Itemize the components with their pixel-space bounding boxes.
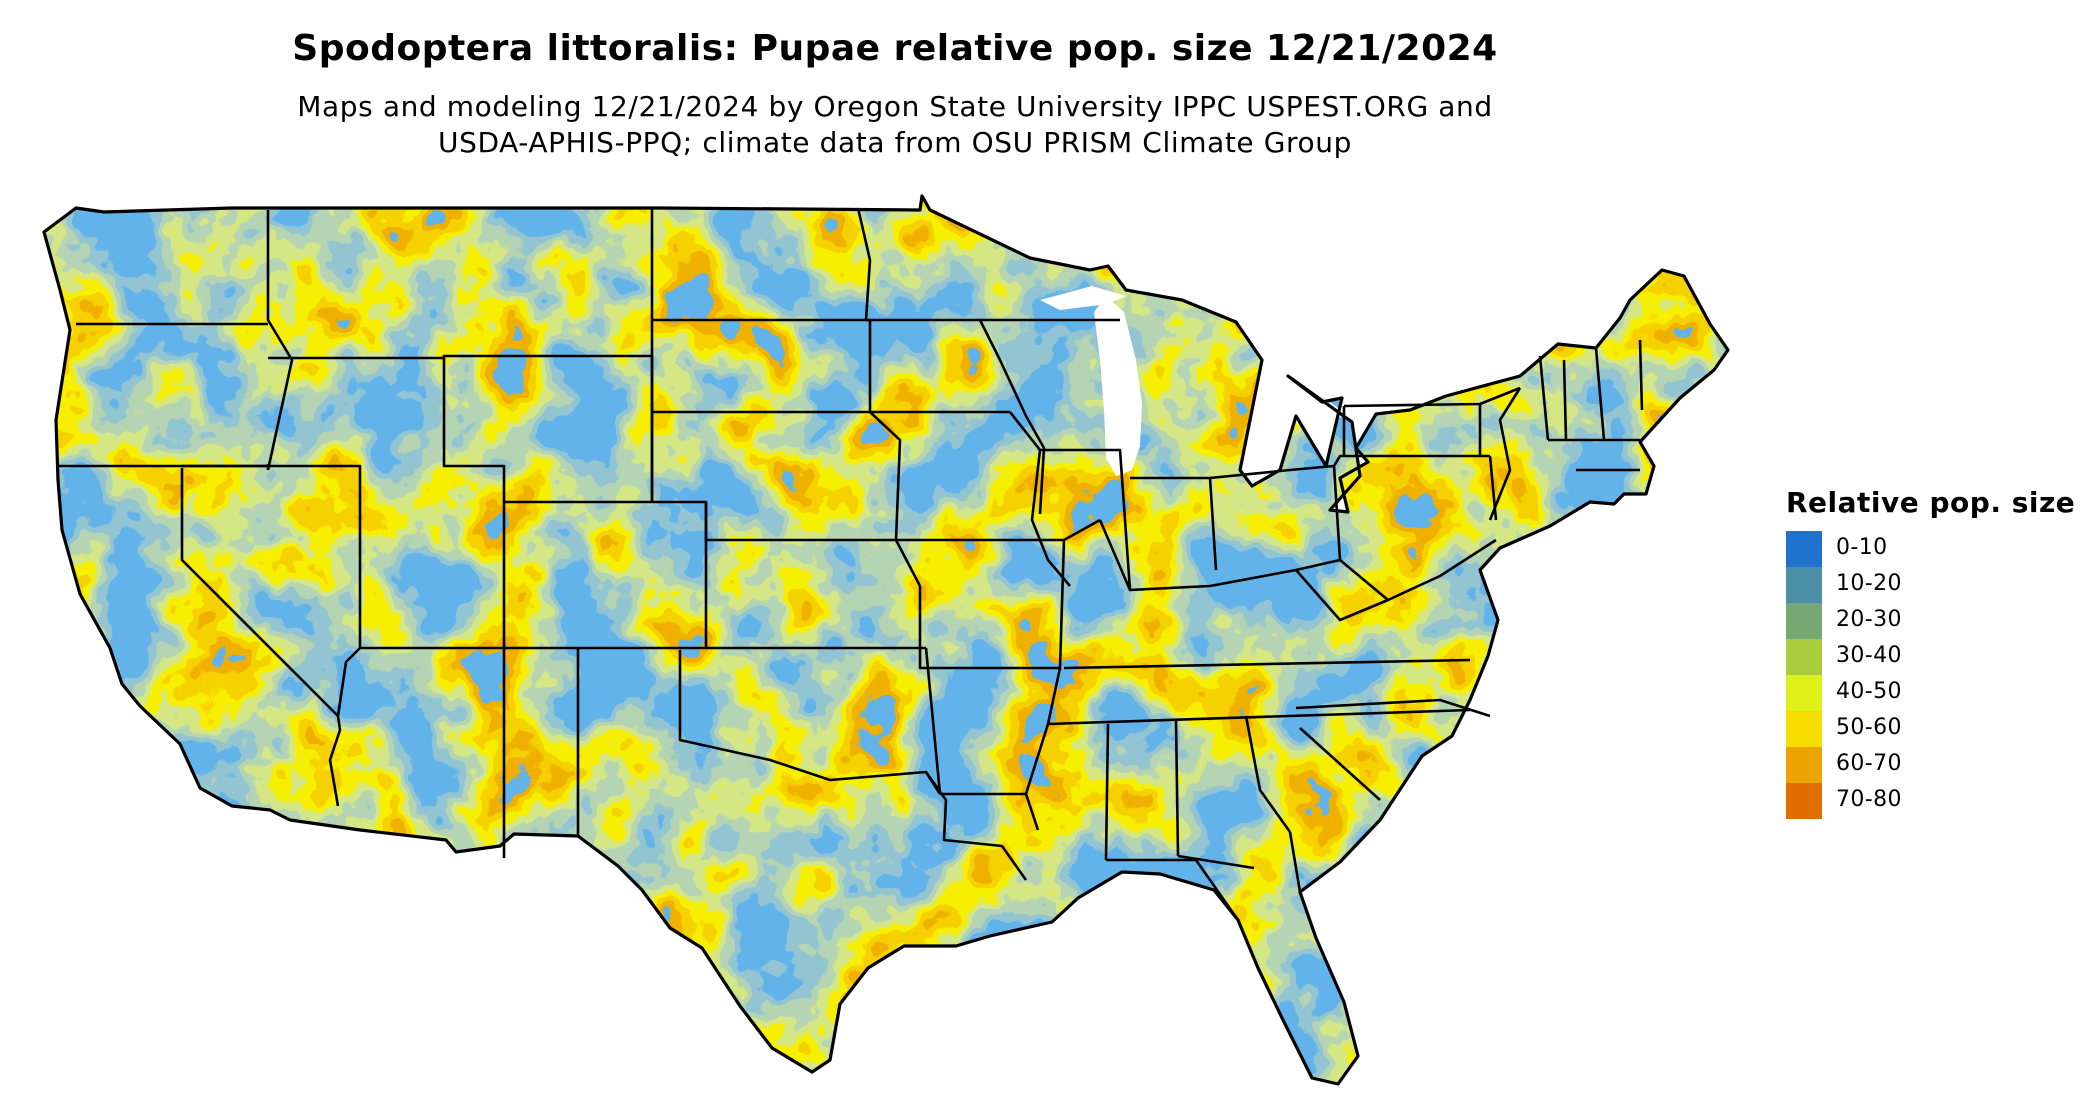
map-title: Spodoptera littoralis: Pupae relative po…	[292, 28, 1498, 69]
lake-michigan	[1094, 296, 1142, 476]
legend-label: 60-70	[1836, 751, 1902, 776]
legend-item: 50-60	[1786, 711, 2086, 747]
legend-label: 40-50	[1836, 679, 1902, 704]
legend-label: 20-30	[1836, 607, 1902, 632]
legend-swatch	[1786, 711, 1822, 747]
legend-swatch	[1786, 603, 1822, 639]
legend-item: 0-10	[1786, 531, 2086, 567]
legend-item: 10-20	[1786, 567, 2086, 603]
legend-swatch	[1786, 675, 1822, 711]
legend-swatch	[1786, 747, 1822, 783]
legend-title: Relative pop. size	[1786, 486, 2076, 519]
state-boundaries	[58, 207, 1644, 921]
legend-swatch	[1786, 783, 1822, 819]
legend-label: 70-80	[1836, 787, 1902, 812]
legend-label: 10-20	[1836, 571, 1902, 596]
legend-swatch	[1786, 639, 1822, 675]
legend-label: 30-40	[1836, 643, 1902, 668]
legend-item: 20-30	[1786, 603, 2086, 639]
legend-swatch	[1786, 531, 1822, 567]
legend-label: 50-60	[1836, 715, 1902, 740]
map-subtitle-line2: USDA-APHIS-PPQ; climate data from OSU PR…	[438, 126, 1352, 159]
legend-item: 40-50	[1786, 675, 2086, 711]
map-subtitle-line1: Maps and modeling 12/21/2024 by Oregon S…	[297, 90, 1493, 123]
legend-item: 60-70	[1786, 747, 2086, 783]
legend: Relative pop. size 0-10 10-20 20-30 30-4…	[1786, 486, 2086, 819]
legend-item: 70-80	[1786, 783, 2086, 819]
legend-items: 0-10 10-20 20-30 30-40 40-50 50-60 60-70	[1786, 531, 2086, 819]
legend-label: 0-10	[1836, 535, 1888, 560]
legend-swatch	[1786, 567, 1822, 603]
lake-superior-shore	[1040, 286, 1126, 310]
legend-item: 30-40	[1786, 639, 2086, 675]
